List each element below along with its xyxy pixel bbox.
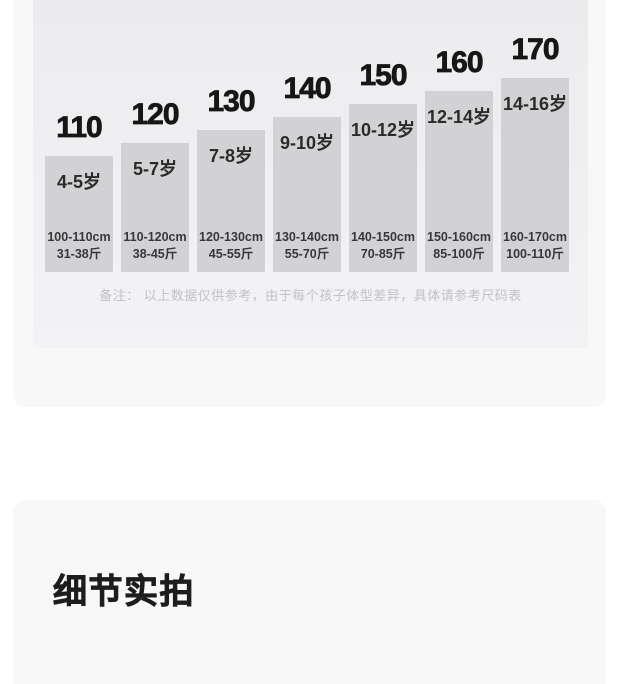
size-number-label: 160	[435, 46, 484, 79]
age-range-label: 10-12岁	[350, 120, 416, 140]
size-number-label: 120	[131, 98, 180, 131]
height-weight-label: 110-120cm 38-45斤	[123, 229, 186, 263]
age-range-label: 5-7岁	[132, 159, 177, 179]
size-column-110: 110 4-5岁 100-110cm 31-38斤	[45, 111, 113, 272]
age-range-label: 4-5岁	[56, 172, 101, 192]
weight-range: 70-85斤	[360, 247, 406, 262]
height-range: 120-130cm	[199, 230, 263, 245]
height-weight-label: 120-130cm 45-55斤	[199, 229, 263, 263]
age-range-label: 7-8岁	[208, 146, 253, 166]
height-range: 160-170cm	[503, 230, 567, 245]
size-bar: 4-5岁 100-110cm 31-38斤	[45, 156, 113, 272]
size-chart-panel: 110 4-5岁 100-110cm 31-38斤 120 5-7岁 110-120cm 38…	[33, 0, 588, 348]
weight-range: 85-100斤	[433, 247, 485, 262]
weight-range: 55-70斤	[284, 247, 330, 262]
height-weight-label: 150-160cm 85-100斤	[427, 229, 491, 263]
height-range: 150-160cm	[427, 230, 491, 245]
detail-section-card: 细节实拍	[13, 500, 606, 684]
size-number-label: 170	[511, 33, 560, 66]
weight-range: 45-55斤	[208, 247, 254, 262]
weight-range: 100-110斤	[506, 247, 564, 262]
size-column-120: 120 5-7岁 110-120cm 38-45斤	[121, 98, 189, 272]
size-bar: 14-16岁 160-170cm 100-110斤	[501, 78, 569, 272]
height-weight-label: 140-150cm 70-85斤	[351, 229, 415, 263]
size-number-label: 110	[56, 111, 103, 144]
size-number-label: 140	[283, 72, 332, 105]
height-weight-label: 160-170cm 100-110斤	[503, 229, 567, 263]
age-range-label: 12-14岁	[426, 107, 492, 127]
size-column-170: 170 14-16岁 160-170cm 100-110斤	[501, 33, 569, 272]
size-column-130: 130 7-8岁 120-130cm 45-55斤	[197, 85, 265, 272]
size-bar: 5-7岁 110-120cm 38-45斤	[121, 143, 189, 272]
weight-range: 38-45斤	[132, 247, 178, 262]
height-weight-label: 130-140cm 55-70斤	[275, 229, 339, 263]
size-bar: 12-14岁 150-160cm 85-100斤	[425, 91, 493, 272]
size-chart-note: 备注： 以上数据仅供参考，由于每个孩子体型差异，具体请参考尺码表	[99, 288, 522, 303]
height-range: 140-150cm	[351, 230, 415, 245]
size-number-label: 150	[359, 59, 408, 92]
size-column-150: 150 10-12岁 140-150cm 70-85斤	[349, 59, 417, 272]
size-bar: 9-10岁 130-140cm 55-70斤	[273, 117, 341, 272]
size-bar: 7-8岁 120-130cm 45-55斤	[197, 130, 265, 272]
size-column-160: 160 12-14岁 150-160cm 85-100斤	[425, 46, 493, 272]
size-bar: 10-12岁 140-150cm 70-85斤	[349, 104, 417, 272]
size-bars-row: 110 4-5岁 100-110cm 31-38斤 120 5-7岁 110-120cm 38…	[33, 0, 588, 272]
height-range: 100-110cm	[47, 230, 111, 245]
height-range: 130-140cm	[275, 230, 339, 245]
height-range: 110-120cm	[123, 230, 187, 245]
size-number-label: 130	[207, 85, 256, 118]
age-range-label: 14-16岁	[502, 94, 568, 114]
height-weight-label: 100-110cm 31-38斤	[47, 229, 110, 263]
size-chart-card: 110 4-5岁 100-110cm 31-38斤 120 5-7岁 110-120cm 38…	[13, 0, 606, 407]
detail-section-title: 细节实拍	[53, 573, 195, 612]
weight-range: 31-38斤	[56, 247, 102, 262]
size-column-140: 140 9-10岁 130-140cm 55-70斤	[273, 72, 341, 272]
age-range-label: 9-10岁	[279, 133, 335, 153]
